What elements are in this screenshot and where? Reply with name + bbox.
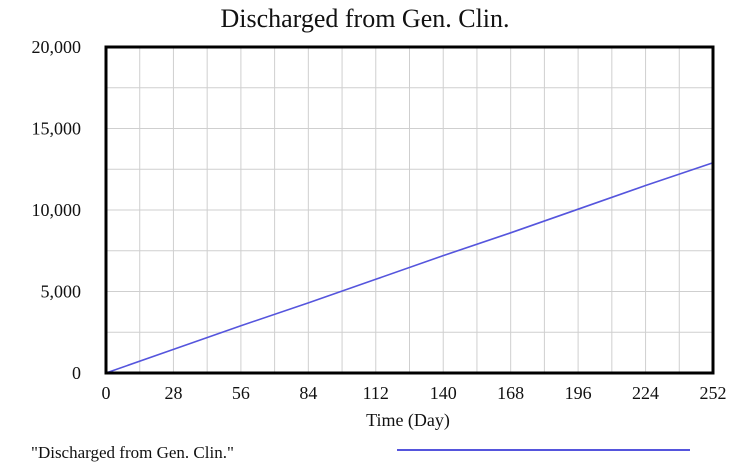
x-tick-label: 140 — [430, 383, 457, 403]
x-tick-label: 56 — [232, 383, 250, 403]
x-tick-label: 28 — [164, 383, 182, 403]
grid — [106, 47, 713, 373]
x-tick-label: 168 — [497, 383, 524, 403]
series-layer — [105, 161, 714, 374]
y-tick-label: 10,000 — [32, 200, 82, 220]
x-tick-label: 0 — [102, 383, 111, 403]
y-tick-label: 5,000 — [41, 282, 82, 302]
plot-frame — [104, 45, 715, 375]
y-tick-label: 0 — [72, 363, 81, 383]
legend: "Discharged from Gen. Clin." — [31, 443, 690, 462]
legend-label: "Discharged from Gen. Clin." — [31, 443, 234, 462]
y-tick-label: 15,000 — [32, 119, 82, 139]
x-tick-label: 224 — [632, 383, 659, 403]
chart-title: Discharged from Gen. Clin. — [220, 4, 509, 33]
x-tick-label: 84 — [299, 383, 317, 403]
x-tick-label: 112 — [363, 383, 389, 403]
series-line-0 — [105, 161, 714, 374]
x-axis-label: Time (Day) — [366, 410, 450, 431]
x-tick-label: 252 — [700, 383, 727, 403]
y-axis-ticks: 0 5,000 10,000 15,000 20,000 — [32, 37, 82, 383]
x-tick-label: 196 — [565, 383, 592, 403]
y-tick-label: 20,000 — [32, 37, 82, 57]
x-axis-ticks: 0 28 56 84 112 140 168 196 224 252 — [102, 383, 727, 403]
